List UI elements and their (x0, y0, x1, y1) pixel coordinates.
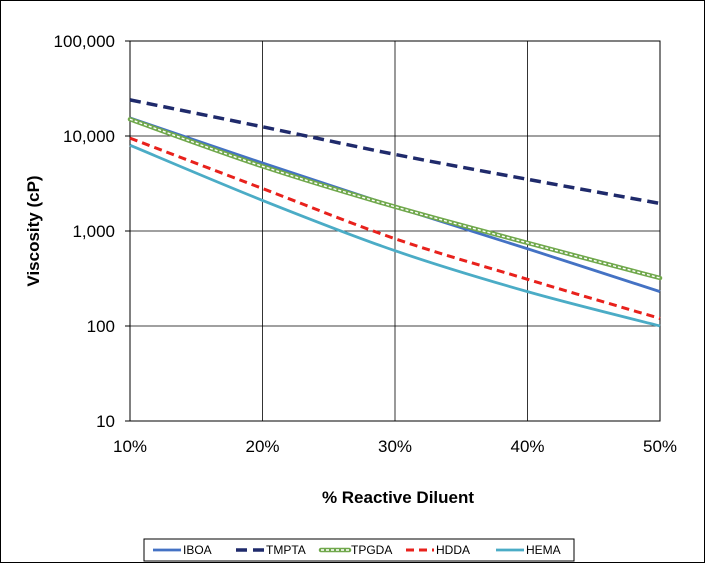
legend-label-hema: HEMA (526, 543, 561, 557)
x-tick-label: 10% (113, 437, 147, 456)
y-tick-label: 1,000 (72, 222, 115, 241)
series-line-hdda (129, 136, 661, 320)
legend: IBOA TMPTA TPGDA HDDA HEMA (143, 538, 575, 562)
legend-box (143, 538, 575, 562)
y-tick-label: 10,000 (63, 127, 115, 146)
y-axis-label: Viscosity (cP) (24, 175, 43, 286)
legend-label-hdda: HDDA (436, 543, 470, 557)
series-line-hema-path (129, 143, 661, 328)
series-line-tmpta (129, 98, 661, 206)
series-line-tpgda (127, 117, 663, 281)
grid (129, 40, 661, 422)
x-tick-label: 20% (245, 437, 279, 456)
x-tick-label: 50% (643, 437, 677, 456)
plot-area (125, 40, 661, 422)
series-line-hdda-path (129, 136, 661, 320)
legend-label-tpgda: TPGDA (351, 543, 392, 557)
x-tick-labels: 10% 20% 30% 40% 50% (113, 437, 677, 456)
y-tick-label: 100,000 (54, 32, 115, 51)
y-tick-labels: 10 100 1,000 10,000 100,000 (54, 32, 115, 431)
y-tick-label: 100 (87, 317, 115, 336)
y-tick-label: 10 (96, 412, 115, 431)
legend-label-iboa: IBOA (183, 543, 212, 557)
series-line-tpgda-inner (129, 118, 661, 279)
series-line-hema (129, 143, 661, 328)
x-axis-label: % Reactive Diluent (322, 488, 474, 507)
series-lines (127, 98, 663, 328)
x-tick-label: 30% (378, 437, 412, 456)
legend-label-tmpta: TMPTA (266, 543, 306, 557)
series-line-tmpta-path (129, 98, 661, 206)
x-tick-label: 40% (510, 437, 544, 456)
